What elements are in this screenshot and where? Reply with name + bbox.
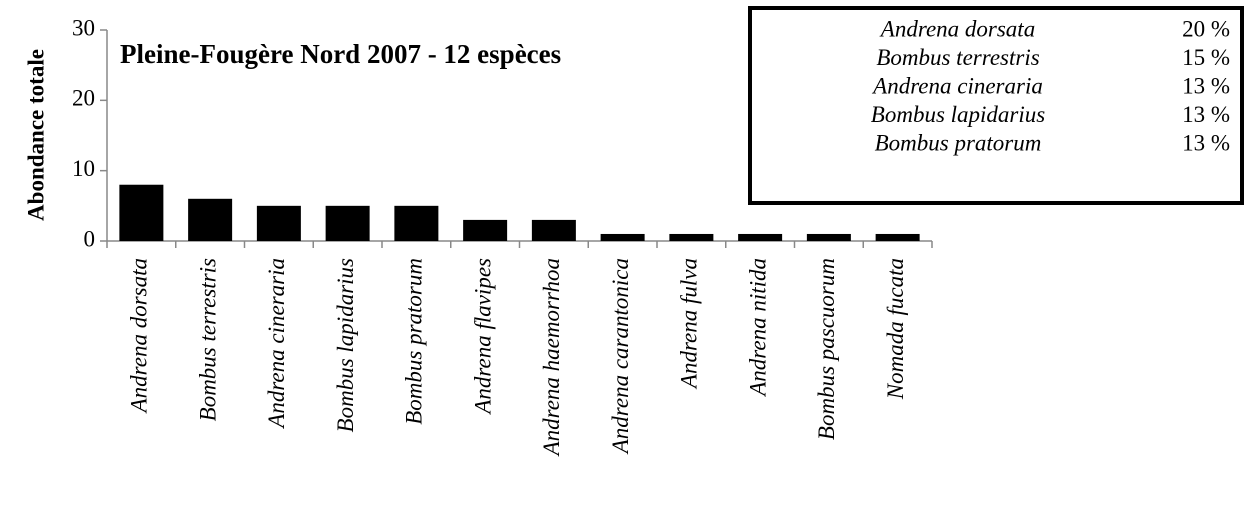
bar	[531, 219, 576, 241]
bar	[463, 219, 508, 241]
y-axis-label: Abondance totale	[23, 49, 48, 221]
y-tick-label: 20	[72, 86, 95, 111]
bar	[119, 184, 164, 241]
x-tick-label: Andrena nitida	[745, 258, 770, 398]
x-tick-label: Andrena carantonica	[608, 258, 633, 455]
x-tick-label: Andrena haemorrhoa	[539, 258, 564, 457]
annotation-percent: 13 %	[1182, 73, 1230, 98]
x-tick-label: Andrena cineraria	[264, 258, 289, 430]
bar	[600, 233, 645, 241]
bar	[188, 198, 233, 241]
annotation-species: Andrena cineraria	[871, 73, 1043, 98]
y-tick-label: 10	[72, 156, 95, 181]
bar	[669, 233, 714, 241]
bar	[875, 233, 920, 241]
annotation-percent: 20 %	[1182, 16, 1230, 41]
annotation-percent: 13 %	[1182, 102, 1230, 127]
chart-title: Pleine-Fougère Nord 2007 - 12 espèces	[120, 39, 561, 69]
x-tick-label: Bombus lapidarius	[333, 258, 358, 432]
x-tick-label: Nomada fucata	[883, 258, 908, 400]
y-tick-label: 0	[84, 226, 96, 251]
annotation-percent: 15 %	[1182, 45, 1230, 70]
x-tick-label: Bombus terrestris	[195, 258, 220, 421]
bar	[806, 233, 851, 241]
bar	[738, 233, 783, 241]
x-tick-label: Bombus pascuorum	[814, 258, 839, 440]
annotation-species: Bombus lapidarius	[871, 102, 1045, 127]
bar	[394, 205, 439, 241]
x-tick-label: Andrena fulva	[677, 258, 702, 390]
bar	[325, 205, 370, 241]
annotation-box	[748, 6, 1244, 205]
x-tick-label: Andrena flavipes	[470, 258, 495, 416]
annotation-percent: 13 %	[1182, 130, 1230, 155]
x-tick-label: Andrena dorsata	[127, 258, 152, 414]
y-tick-label: 30	[72, 15, 95, 40]
annotation-species: Bombus terrestris	[876, 45, 1039, 70]
annotation-species: Bombus pratorum	[875, 130, 1042, 155]
bar	[256, 205, 301, 241]
x-tick-label: Bombus pratorum	[402, 258, 427, 425]
annotation-species: Andrena dorsata	[879, 16, 1035, 41]
